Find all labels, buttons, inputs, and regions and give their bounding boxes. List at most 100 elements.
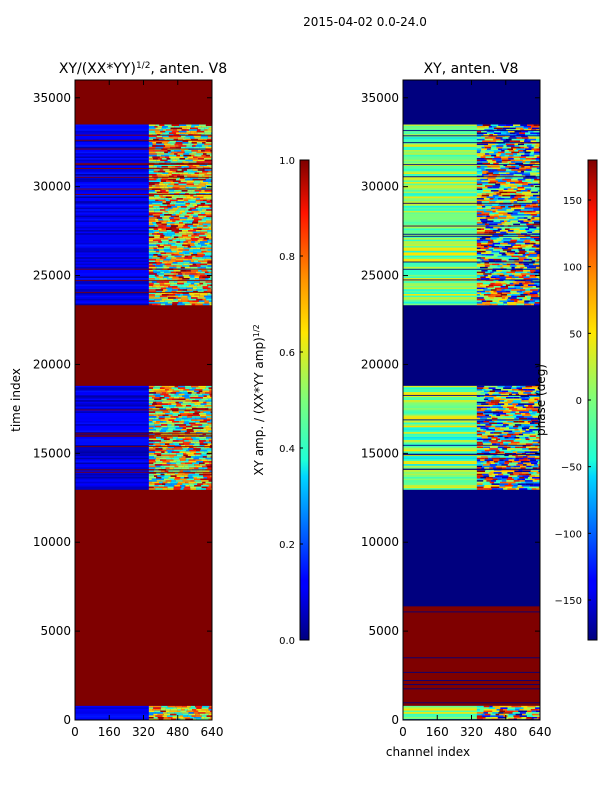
phase-cell bbox=[502, 148, 508, 151]
amplitude-cell bbox=[200, 448, 208, 450]
amplitude-cell bbox=[173, 129, 177, 131]
phase-colorbar-tick-label: 0 bbox=[576, 396, 582, 407]
phase-cell bbox=[532, 404, 540, 407]
amplitude-row-stripe bbox=[75, 715, 163, 717]
amplitude-cell bbox=[203, 475, 211, 477]
phase-cell bbox=[484, 223, 489, 226]
amplitude-cell bbox=[176, 244, 183, 247]
phase-cell bbox=[492, 404, 501, 407]
phase-cell bbox=[533, 406, 540, 409]
amplitude-cell bbox=[193, 712, 199, 714]
amplitude-cell bbox=[152, 230, 160, 232]
amplitude-cell bbox=[148, 392, 157, 394]
amplitude-cell bbox=[160, 412, 166, 415]
amplitude-cell bbox=[173, 252, 180, 255]
amplitude-cell bbox=[197, 209, 202, 211]
amplitude-cell bbox=[156, 266, 164, 269]
amplitude-cell bbox=[185, 459, 189, 461]
amplitude-cell bbox=[191, 154, 195, 157]
amplitude-cell bbox=[165, 290, 172, 293]
phase-row-stripe bbox=[403, 470, 490, 473]
amplitude-cell bbox=[193, 290, 198, 293]
phase-cell bbox=[483, 258, 489, 261]
phase-cell bbox=[495, 715, 504, 717]
amplitude-cell bbox=[156, 137, 163, 139]
amplitude-cell bbox=[181, 446, 187, 449]
amplitude-cell bbox=[160, 420, 164, 423]
amplitude-cell bbox=[194, 154, 202, 157]
amplitude-cell bbox=[148, 177, 154, 179]
phase-cell bbox=[522, 406, 526, 409]
amplitude-cell bbox=[195, 459, 202, 461]
phase-cell bbox=[536, 436, 540, 439]
phase-cell bbox=[521, 412, 526, 415]
phase-cell bbox=[528, 436, 537, 439]
phase-cell bbox=[515, 127, 520, 130]
phase-cell bbox=[525, 412, 530, 415]
amplitude-cell bbox=[162, 265, 167, 267]
amplitude-cell bbox=[185, 239, 193, 242]
amplitude-cell bbox=[164, 286, 169, 288]
phase-cell bbox=[492, 710, 500, 713]
amplitude-row-stripe bbox=[75, 241, 163, 243]
phase-cell bbox=[529, 162, 536, 165]
phase-cell bbox=[523, 258, 530, 261]
phase-cell bbox=[527, 393, 533, 396]
phase-cell bbox=[524, 295, 531, 298]
amplitude-row-stripe bbox=[75, 465, 163, 468]
phase-cell bbox=[493, 150, 502, 152]
phase-cell bbox=[525, 249, 529, 251]
phase-row-stripe bbox=[403, 400, 490, 402]
phase-cell bbox=[476, 290, 486, 293]
amplitude-cell bbox=[160, 707, 166, 709]
phase-cell bbox=[515, 446, 520, 449]
phase-cell bbox=[484, 204, 493, 207]
amplitude-cell bbox=[177, 161, 183, 163]
amplitude-cell bbox=[196, 142, 203, 144]
phase-cell bbox=[484, 287, 488, 290]
phase-cell bbox=[500, 177, 505, 179]
amplitude-cell bbox=[163, 420, 167, 423]
amplitude-cell bbox=[155, 289, 164, 291]
phase-cell bbox=[528, 252, 537, 255]
amplitude-cell bbox=[148, 170, 154, 173]
amplitude-cell bbox=[174, 231, 179, 234]
amplitude-cell bbox=[148, 238, 156, 240]
amplitude-cell bbox=[188, 292, 194, 295]
phase-cell bbox=[522, 180, 528, 183]
amplitude-cell bbox=[163, 182, 171, 184]
amplitude-row-stripe bbox=[75, 287, 163, 290]
amplitude-cell bbox=[205, 186, 209, 189]
phase-cell bbox=[524, 480, 533, 482]
phase-cell bbox=[493, 241, 499, 243]
amplitude-cell bbox=[196, 166, 204, 168]
phase-cell bbox=[517, 451, 525, 453]
phase-cell bbox=[480, 430, 486, 433]
phase-cell bbox=[496, 414, 501, 417]
phase-cell bbox=[534, 230, 540, 232]
amplitude-cell bbox=[171, 130, 179, 133]
amplitude-cell bbox=[184, 475, 188, 477]
phase-cell bbox=[523, 278, 531, 280]
phase-separator-line bbox=[403, 611, 540, 613]
phase-cell bbox=[517, 478, 522, 481]
phase-cell bbox=[507, 247, 515, 250]
phase-cell bbox=[520, 409, 529, 412]
phase-cell bbox=[524, 420, 528, 423]
phase-cell bbox=[490, 140, 497, 143]
phase-cell bbox=[538, 403, 540, 405]
phase-cell bbox=[507, 438, 516, 441]
amplitude-cell bbox=[177, 199, 184, 202]
amplitude-cell bbox=[209, 206, 212, 208]
phase-cell bbox=[476, 438, 484, 441]
phase-cell bbox=[507, 242, 516, 245]
amplitude-cell bbox=[203, 158, 212, 160]
phase-cell bbox=[488, 178, 496, 181]
amplitude-cell bbox=[205, 400, 212, 402]
phase-cell bbox=[516, 137, 522, 139]
phase-cell bbox=[522, 191, 532, 194]
phase-cell bbox=[537, 467, 540, 469]
phase-cell bbox=[531, 414, 540, 417]
amplitude-cell bbox=[157, 254, 162, 256]
amplitude-cell bbox=[199, 282, 204, 285]
